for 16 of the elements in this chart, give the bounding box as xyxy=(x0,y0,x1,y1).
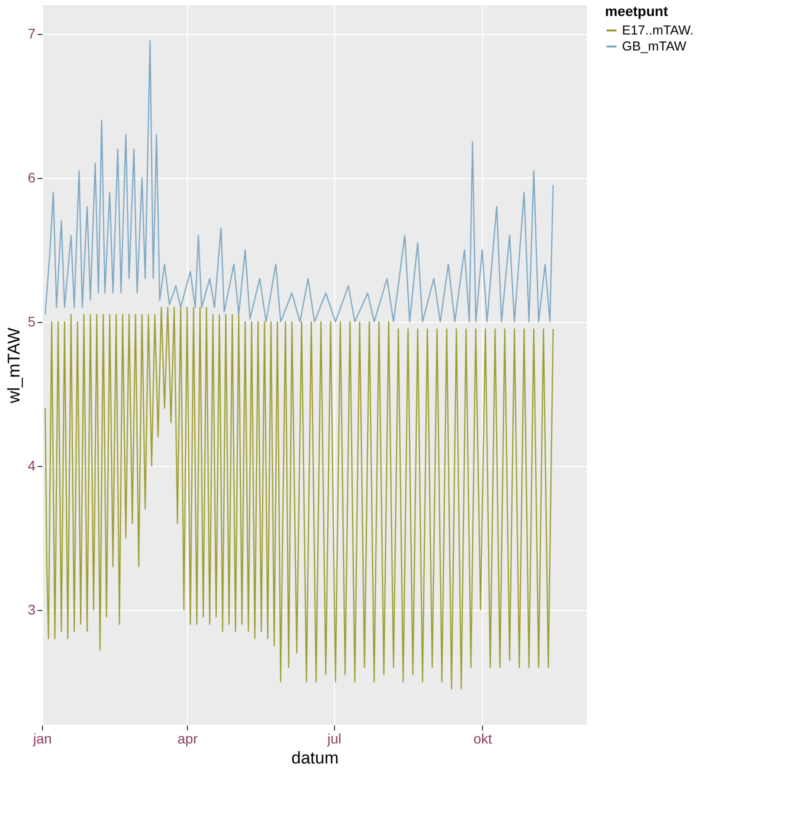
y-axis-title: wl_mTAW xyxy=(4,328,24,404)
legend-label: E17..mTAW. xyxy=(622,22,694,38)
y-tick-label: 6 xyxy=(28,169,36,186)
y-tick-label: 4 xyxy=(28,457,36,474)
x-tick-label: apr xyxy=(178,730,198,746)
y-tick-label: 3 xyxy=(28,601,36,618)
x-axis-title: datum xyxy=(291,748,339,768)
line-series xyxy=(44,40,554,322)
y-tick-label: 5 xyxy=(28,313,36,330)
line-series xyxy=(44,306,554,690)
legend-title: meetpunt xyxy=(605,3,668,19)
x-tick-label: okt xyxy=(473,730,492,746)
y-tick-label: 7 xyxy=(28,25,36,42)
x-tick-label: jan xyxy=(32,730,52,746)
legend-label: GB_mTAW xyxy=(622,38,688,54)
x-tick-label: jul xyxy=(326,730,342,746)
